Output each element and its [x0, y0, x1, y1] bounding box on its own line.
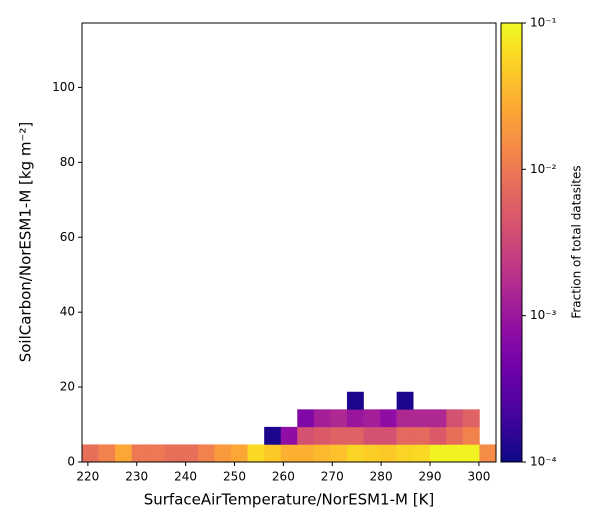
colorbar-tick-label: 10⁻²	[530, 162, 557, 176]
colorbar-tick-label: 10⁻¹	[530, 16, 557, 30]
heatmap-cell	[479, 444, 497, 463]
heatmap-cell	[297, 409, 315, 428]
x-tick-label: 300	[467, 470, 490, 484]
heatmap-cell	[346, 444, 364, 463]
heatmap-cell	[380, 444, 397, 463]
heatmap-cell	[413, 409, 431, 428]
colorbar	[500, 22, 523, 463]
heatmap-cell	[446, 444, 464, 463]
heatmap-cell	[446, 426, 464, 445]
heatmap-cell	[429, 409, 447, 428]
plot-frame	[81, 22, 497, 463]
heatmap-cell	[313, 444, 331, 463]
y-tick-label: 20	[60, 380, 75, 394]
heatmap-cell	[363, 444, 381, 463]
heatmap-cell	[330, 426, 348, 445]
y-tick-label: 60	[60, 230, 75, 244]
heatmap-cell	[330, 409, 348, 428]
heatmap-cell	[462, 444, 480, 463]
heatmap-cell	[396, 409, 414, 428]
x-tick-label: 290	[419, 470, 442, 484]
heatmap-cell	[148, 444, 166, 463]
heatmap-cell	[264, 444, 282, 463]
heatmap-cell	[346, 409, 364, 428]
x-tick-label: 260	[272, 470, 295, 484]
heatmap-cell	[380, 409, 397, 428]
heatmap-cell	[181, 444, 199, 463]
y-tick-label: 80	[60, 155, 75, 169]
heatmap-cell	[313, 426, 331, 445]
heatmap-cell	[82, 444, 99, 463]
heatmap-cell	[413, 444, 431, 463]
heatmap-cell	[164, 444, 182, 463]
heatmap-cell	[346, 426, 364, 445]
heatmap-cell	[131, 444, 149, 463]
heatmap-cell	[197, 444, 215, 463]
heatmap-cell	[214, 444, 232, 463]
x-axis-label: SurfaceAirTemperature/NorESM1-M [K]	[144, 491, 435, 509]
colorbar-tick-label: 10⁻³	[530, 308, 557, 322]
heatmap-cell	[396, 391, 414, 410]
heatmap-cell	[446, 409, 464, 428]
heatmap-cell	[297, 426, 315, 445]
heatmap-cell	[396, 426, 414, 445]
heatmap-cell	[363, 409, 381, 428]
heatmap-cell	[313, 409, 331, 428]
x-tick-label: 270	[321, 470, 344, 484]
heatmap-cell	[346, 391, 364, 410]
heatmap-cell	[98, 444, 116, 463]
x-tick-label: 220	[76, 470, 99, 484]
heatmap-cell	[330, 444, 348, 463]
heatmap-cell	[380, 426, 397, 445]
heatmap-cell	[462, 409, 480, 428]
heatmap-cell	[429, 444, 447, 463]
heatmap-cell	[413, 426, 431, 445]
colorbar-label: Fraction of total datasites	[570, 165, 584, 318]
heatmap-cell	[247, 444, 265, 463]
colorbar-tick-label: 10⁻⁴	[530, 455, 557, 469]
y-tick-label: 0	[67, 455, 75, 469]
heatmap-cell	[231, 444, 248, 463]
heatmap-cell	[363, 426, 381, 445]
x-tick-label: 280	[370, 470, 393, 484]
heatmap-cell	[396, 444, 414, 463]
x-tick-label: 250	[223, 470, 246, 484]
y-axis-label: SoilCarbon/NorESM1-M [kg m⁻²]	[17, 122, 35, 363]
heatmap-cell	[429, 426, 447, 445]
y-tick-label: 40	[60, 305, 75, 319]
heatmap-cell	[462, 426, 480, 445]
x-tick-label: 240	[174, 470, 197, 484]
heatmap-cell	[115, 444, 132, 463]
heatmap-cell	[264, 426, 282, 445]
heatmap-cell	[280, 444, 298, 463]
heatmap-cell	[280, 426, 298, 445]
y-tick-label: 100	[52, 80, 75, 94]
x-tick-label: 230	[125, 470, 148, 484]
heatmap-cell	[297, 444, 315, 463]
